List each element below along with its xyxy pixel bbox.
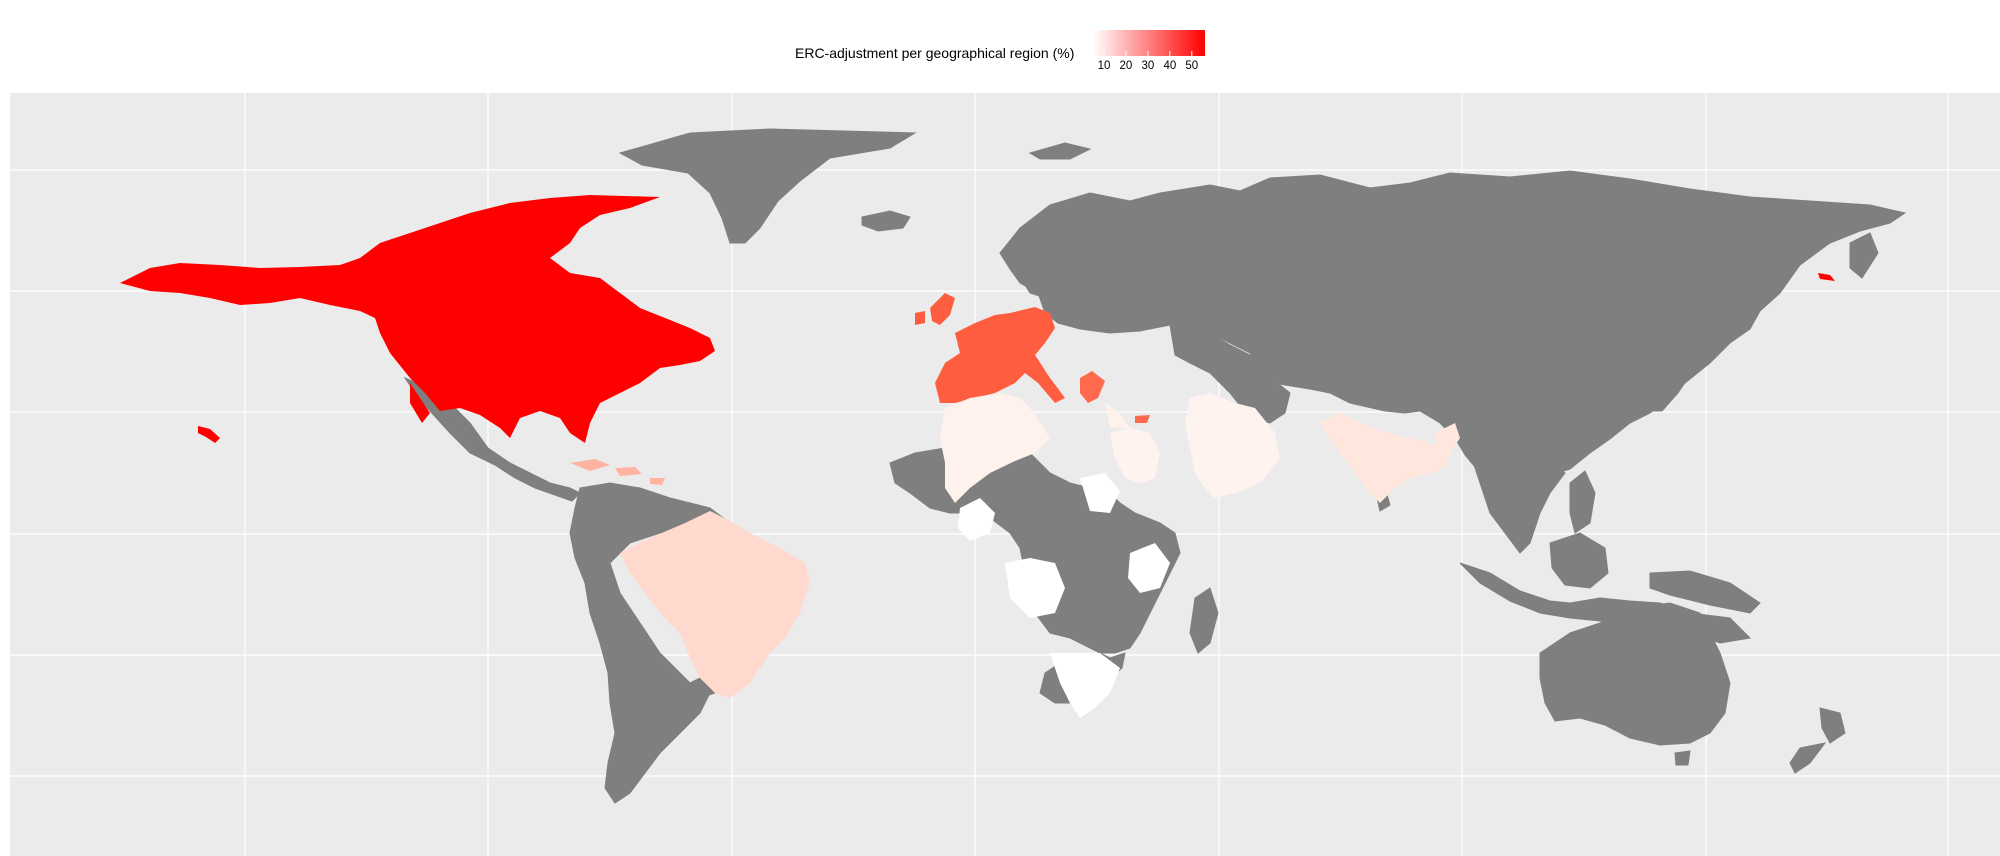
region-western-europe (915, 293, 1065, 403)
turkey-iran-afghan (1169, 324, 1291, 424)
japan (1649, 342, 1699, 412)
svalbard (1028, 142, 1092, 160)
borneo (1549, 532, 1609, 589)
southeast-asia (1438, 417, 1566, 554)
sakhalin-kamchatka (1699, 232, 1879, 324)
new-guinea (1649, 570, 1761, 614)
legend-tick-30: 30 (1141, 60, 1155, 72)
region-brazil (620, 511, 810, 698)
scandinavia (999, 210, 1091, 299)
region-greece-cyprus (1080, 371, 1150, 423)
legend-title: ERC-adjustment per geographical region (… (795, 45, 1075, 61)
region-hawaii (198, 426, 220, 443)
legend: ERC-adjustment per geographical region (… (795, 28, 1215, 78)
legend-tick-50: 50 (1185, 60, 1199, 72)
iceland (861, 210, 911, 232)
region-north-america (120, 195, 715, 443)
map-panel (10, 93, 2000, 856)
region-aleutians (1818, 273, 1835, 281)
legend-tick-40: 40 (1163, 60, 1177, 72)
legend-color-bar (1093, 30, 1205, 56)
philippines (1569, 470, 1596, 534)
madagascar (1189, 587, 1219, 654)
region-caribbean (570, 459, 665, 485)
region-india-bangladesh (1320, 413, 1460, 503)
region-sub-saharan-africa (958, 473, 1170, 718)
legend-tick-10: 10 (1097, 60, 1111, 72)
world-map (10, 93, 2000, 856)
region-middle-east (1110, 393, 1280, 498)
legend-tick-labels: 10 20 30 40 50 (1093, 58, 1213, 74)
legend-tick-20: 20 (1119, 60, 1133, 72)
tasmania (1674, 750, 1691, 766)
greenland (618, 128, 917, 244)
new-zealand (1789, 707, 1846, 774)
australia (1539, 602, 1731, 746)
region-north-africa (940, 393, 1130, 503)
